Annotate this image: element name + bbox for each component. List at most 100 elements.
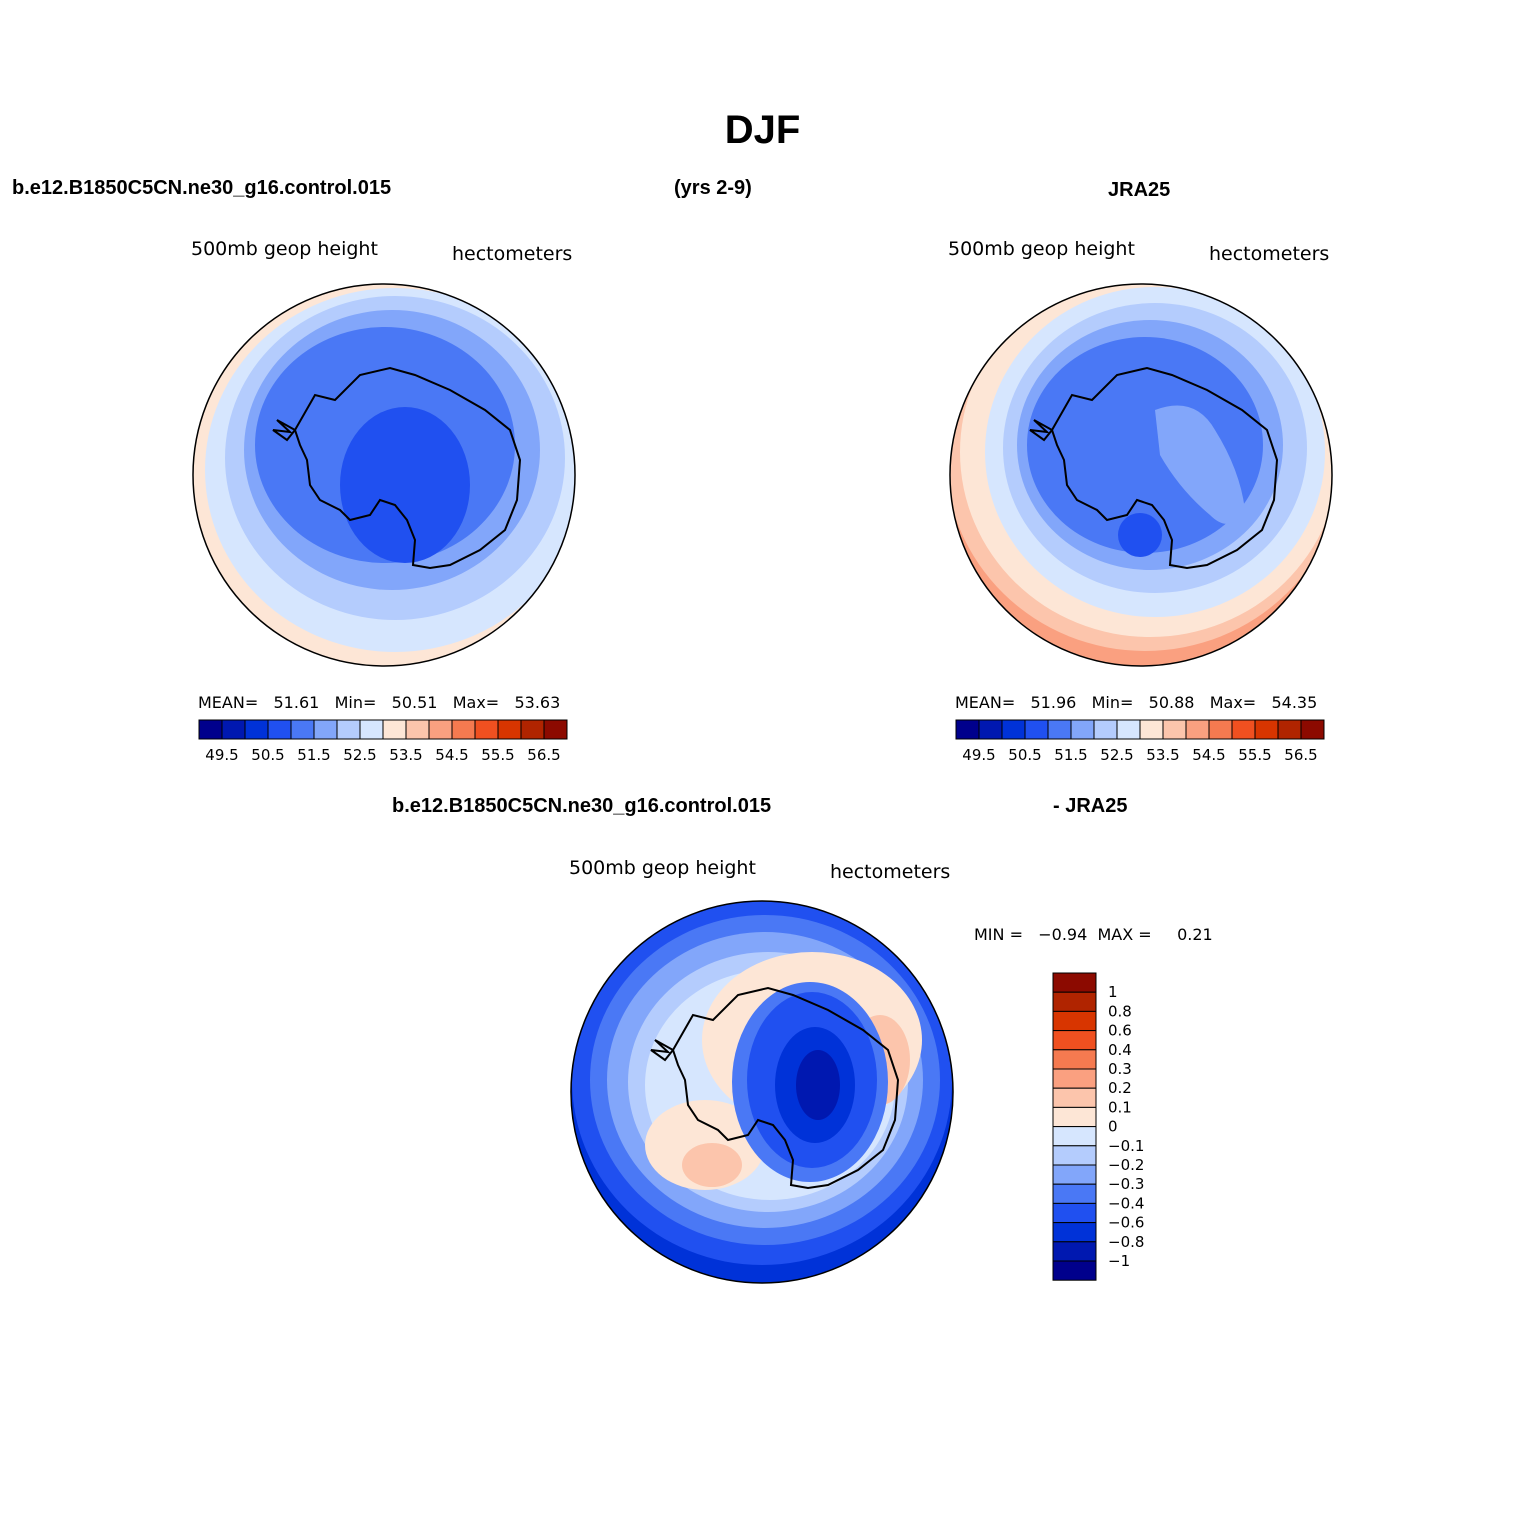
colorbar-box [244,719,269,740]
colorbar-box [1052,1183,1097,1204]
colorbar-box [1052,1260,1097,1281]
colorbar-tick-label: 51.5 [297,746,330,764]
colorbar-tick-label: 53.5 [389,746,422,764]
colorbar-box [1052,1106,1097,1128]
colorbar-box [1254,719,1279,740]
colorbar-tick-label: 0.3 [1108,1060,1132,1078]
panel-diff-variable: 500mb geop height [569,857,756,879]
map-left [193,284,575,666]
colorbar-box [1052,1068,1097,1089]
colorbar-box [451,719,476,740]
map-diff [571,901,953,1283]
colorbar-tick-label: 0.4 [1108,1041,1132,1059]
colorbar-box [474,719,499,740]
colorbar-box [1093,719,1118,740]
panel-left-stats: MEAN= 51.61 Min= 50.51 Max= 53.63 [198,693,561,712]
colorbar-tick-label: 0.6 [1108,1022,1132,1040]
colorbar-box [1231,719,1256,740]
colorbar-left: 49.5 50.5 51.5 52.5 53.5 54.5 55.5 56.5 [198,719,568,764]
colorbar-box [1052,1145,1097,1166]
colorbar-tick-label: 52.5 [1100,746,1133,764]
colorbar-box [1052,1164,1097,1185]
colorbar-right: 49.5 50.5 51.5 52.5 53.5 54.5 55.5 56.5 [955,719,1325,764]
colorbar-box [543,719,568,740]
colorbar-tick-label: 56.5 [1284,746,1317,764]
colorbar-box [1052,1087,1097,1108]
colorbar-box [978,719,1003,740]
colorbar-box [382,719,407,740]
colorbar-box [1070,719,1095,740]
colorbar-box [1052,991,1097,1012]
colorbar-box [336,719,361,740]
colorbar-tick-label: 55.5 [1238,746,1271,764]
colorbar-tick-label: 0.2 [1108,1079,1132,1097]
colorbar-tick-label: 0.8 [1108,1002,1132,1020]
colorbar-tick-label: 50.5 [251,746,284,764]
colorbar-box [1162,719,1187,740]
colorbar-box [1208,719,1233,740]
colorbar-box [428,719,453,740]
colorbar-tick-label: 49.5 [205,746,238,764]
diff-obs-name: - JRA25 [1053,795,1128,817]
colorbar-box [313,719,338,740]
colorbar-tick-label: 53.5 [1146,746,1179,764]
colorbar-tick-label: 55.5 [481,746,514,764]
colorbar-box [1052,1010,1097,1032]
panel-left-variable: 500mb geop height [191,238,378,260]
colorbar-tick-label: −0.2 [1108,1156,1144,1174]
colorbar-tick-label: −0.8 [1108,1233,1144,1251]
panel-left-units: hectometers [452,243,573,265]
years-label: (yrs 2-9) [674,177,752,199]
colorbar-box [1052,1049,1097,1070]
panel-diff-minmax: MIN = −0.94 MAX = 0.21 [974,925,1213,944]
colorbar-box [1277,719,1302,740]
panel-right-variable: 500mb geop height [948,238,1135,260]
colorbar-box [267,719,292,740]
colorbar-tick-label: −0.1 [1108,1137,1144,1155]
case-name: b.e12.B1850C5CN.ne30_g16.control.015 [12,177,392,199]
colorbar-box [1300,719,1325,740]
colorbar-box [1001,719,1026,740]
colorbar-box [1047,719,1072,740]
colorbar-tick-label: 56.5 [527,746,560,764]
colorbar-tick-label: 0 [1108,1118,1118,1136]
colorbar-box [1052,1241,1097,1262]
colorbar-tick-label: −0.4 [1108,1194,1144,1212]
colorbar-diff: 10.8 0.60.40.30.20.1 0−0.1−0.2−0.3−0.4 −0.6… [1052,972,1144,1281]
colorbar-box [198,719,223,740]
colorbar-tick-label: 51.5 [1054,746,1087,764]
colorbar-tick-label: −1 [1108,1252,1130,1270]
figure-title: DJF [724,108,801,152]
colorbar-box [221,719,246,740]
colorbar-box [1024,719,1049,740]
colorbar-tick-label: 54.5 [1192,746,1225,764]
panel-right-units: hectometers [1209,243,1330,265]
colorbar-tick-label: 50.5 [1008,746,1041,764]
colorbar-tick-label: 49.5 [962,746,995,764]
colorbar-box [1052,1126,1097,1147]
colorbar-box [955,719,980,740]
colorbar-tick-label: 52.5 [343,746,376,764]
colorbar-box [405,719,430,740]
colorbar-box [497,719,522,740]
colorbar-box [1052,1202,1097,1224]
colorbar-box [520,719,545,740]
colorbar-tick-label: 1 [1108,983,1118,1001]
colorbar-box [1139,719,1164,740]
panel-diff-units: hectometers [830,861,951,883]
colorbar-box [1052,972,1097,993]
panel-right-stats: MEAN= 51.96 Min= 50.88 Max= 54.35 [955,693,1318,712]
colorbar-box [1185,719,1210,740]
obs-name: JRA25 [1108,179,1171,201]
colorbar-tick-label: −0.3 [1108,1175,1144,1193]
colorbar-tick-label: 0.1 [1108,1098,1132,1116]
colorbar-box [1116,719,1141,740]
colorbar-tick-label: 54.5 [435,746,468,764]
colorbar-tick-label: −0.6 [1108,1214,1144,1232]
colorbar-box [1052,1222,1097,1243]
colorbar-box [290,719,315,740]
colorbar-box [359,719,384,740]
diff-case-name: b.e12.B1850C5CN.ne30_g16.control.015 [392,795,772,817]
colorbar-box [1052,1030,1097,1051]
